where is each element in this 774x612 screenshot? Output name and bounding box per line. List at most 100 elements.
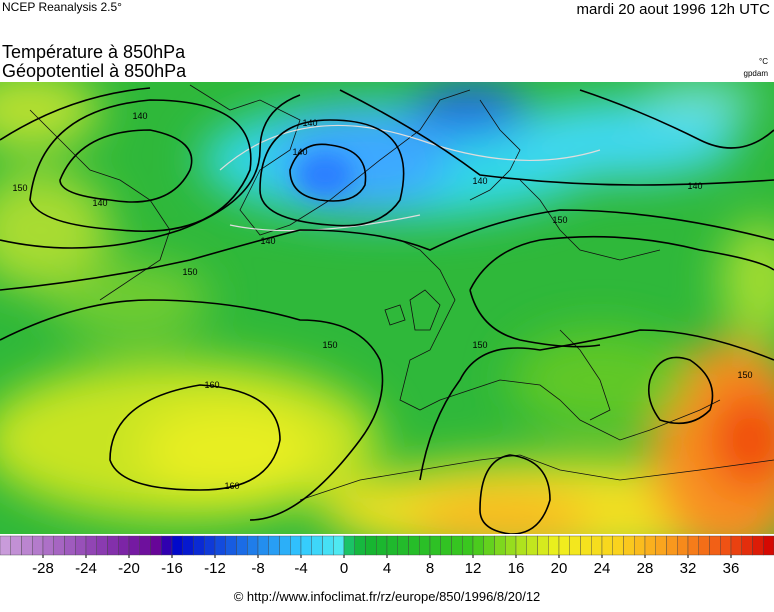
colorbar-swatch [677, 535, 689, 556]
contour-label: 150 [182, 267, 197, 277]
colorbar-swatch [386, 535, 398, 556]
colorbar-swatch [526, 535, 538, 556]
colorbar-swatch [591, 535, 603, 556]
unit-geopotential: gpdam [744, 69, 769, 78]
colorbar-tick-label: -16 [161, 560, 183, 577]
footer-credit: © http://www.infoclimat.fr/rz/europe/850… [234, 589, 541, 604]
contour-label: 150 [737, 370, 752, 380]
colorbar-swatch [225, 535, 237, 556]
colorbar-swatch [279, 535, 291, 556]
colorbar-swatch [558, 535, 570, 556]
contour-label: 140 [292, 147, 307, 157]
colorbar-swatch [451, 535, 463, 556]
colorbar-swatch [365, 535, 377, 556]
colorbar-tick-label: 32 [680, 560, 697, 577]
colorbar-swatch [537, 535, 549, 556]
colorbar-swatch [580, 535, 592, 556]
colorbar-swatch [128, 535, 140, 556]
coastlines [29, 84, 774, 501]
colorbar-tick-label: 28 [637, 560, 654, 577]
colorbar-swatch [634, 535, 646, 556]
contour-label: 150 [472, 340, 487, 350]
contour-label: 160 [224, 481, 239, 491]
colorbar-swatch [118, 535, 130, 556]
colorbar-swatch [182, 535, 194, 556]
contour-label: 150 [12, 183, 27, 193]
colorbar-swatch [763, 535, 774, 556]
colorbar-swatch [655, 535, 667, 556]
colorbar-swatch [75, 535, 87, 556]
colorbar-swatch [752, 535, 764, 556]
title-geopotential: Géopotentiel à 850hPa [2, 61, 187, 81]
colorbar-tick-label: 12 [465, 560, 482, 577]
colorbar-swatch [687, 535, 699, 556]
colorbar-swatch [247, 535, 259, 556]
colorbar-swatch [698, 535, 710, 556]
contour-labels: 140 140 140 140 140 140 140 150 150 150 150 150 150 1… [12, 111, 752, 491]
colorbar-swatch [300, 535, 312, 556]
colorbar-tick-label: 16 [508, 560, 525, 577]
colorbar-tick-label: -24 [75, 560, 97, 577]
colorbar-tick-label: 20 [551, 560, 568, 577]
colorbar-swatch [376, 535, 388, 556]
colorbar-swatch [85, 535, 97, 556]
colorbar-swatch [709, 535, 721, 556]
contour-label: 150 [322, 340, 337, 350]
colorbar-swatch [257, 535, 269, 556]
map: 140 140 140 140 140 140 140 150 150 150 150 150 150 1… [0, 82, 774, 534]
colorbar-swatch [311, 535, 323, 556]
colorbar-swatch [96, 535, 108, 556]
colorbar-swatch [730, 535, 742, 556]
colorbar-tick-label: 36 [723, 560, 740, 577]
colorbar-tick-label: -12 [204, 560, 226, 577]
colorbar-swatch [601, 535, 613, 556]
colorbar-tick-label: -28 [32, 560, 54, 577]
colorbar-swatch [408, 535, 420, 556]
colorbar-tick-label: 24 [594, 560, 611, 577]
colorbar-swatch [204, 535, 216, 556]
colorbar-swatch [343, 535, 355, 556]
colorbar-swatch [10, 535, 22, 556]
colorbar-tick-label: 8 [426, 560, 434, 577]
colorbar-swatch [150, 535, 162, 556]
colorbar-swatch [0, 535, 11, 556]
colorbar-tick-label: -20 [118, 560, 140, 577]
colorbar-swatch [171, 535, 183, 556]
colorbar-swatch [440, 535, 452, 556]
colorbar-swatch [644, 535, 656, 556]
colorbar-swatch [515, 535, 527, 556]
colorbar-tick-label: -8 [251, 560, 264, 577]
colorbar-swatch [236, 535, 248, 556]
colorbar-swatch [107, 535, 119, 556]
colorbar-swatch [569, 535, 581, 556]
contour-label: 140 [260, 236, 275, 246]
colorbar-swatch [494, 535, 506, 556]
colorbar-swatch [720, 535, 732, 556]
colorbar: -28 -24 -20 -16 -12 -8 -4 0 4 8 12 16 20 24 28 32 36 [0, 535, 774, 577]
contour-label: 140 [92, 198, 107, 208]
contours [0, 87, 774, 534]
colorbar-swatch [161, 535, 173, 556]
colorbar-swatch [290, 535, 302, 556]
colorbar-tick-label: 4 [383, 560, 391, 577]
colorbar-swatch [64, 535, 76, 556]
unit-temperature: °C [759, 57, 768, 66]
title-temperature: Température à 850hPa [2, 42, 186, 62]
colorbar-swatch [483, 535, 495, 556]
colorbar-swatch [268, 535, 280, 556]
contour-label: 140 [132, 111, 147, 121]
contour-label: 140 [687, 181, 702, 191]
colorbar-tick-label: -4 [294, 560, 307, 577]
colorbar-swatch [666, 535, 678, 556]
colorbar-swatch [741, 535, 753, 556]
colorbar-swatch [354, 535, 366, 556]
source-label: NCEP Reanalysis 2.5° [2, 0, 122, 14]
temperature-field [0, 82, 774, 534]
colorbar-swatch [139, 535, 151, 556]
colorbar-swatch [42, 535, 54, 556]
colorbar-swatch [32, 535, 44, 556]
colorbar-swatch [462, 535, 474, 556]
colorbar-swatch [21, 535, 33, 556]
date-label: mardi 20 aout 1996 12h UTC [577, 1, 771, 18]
